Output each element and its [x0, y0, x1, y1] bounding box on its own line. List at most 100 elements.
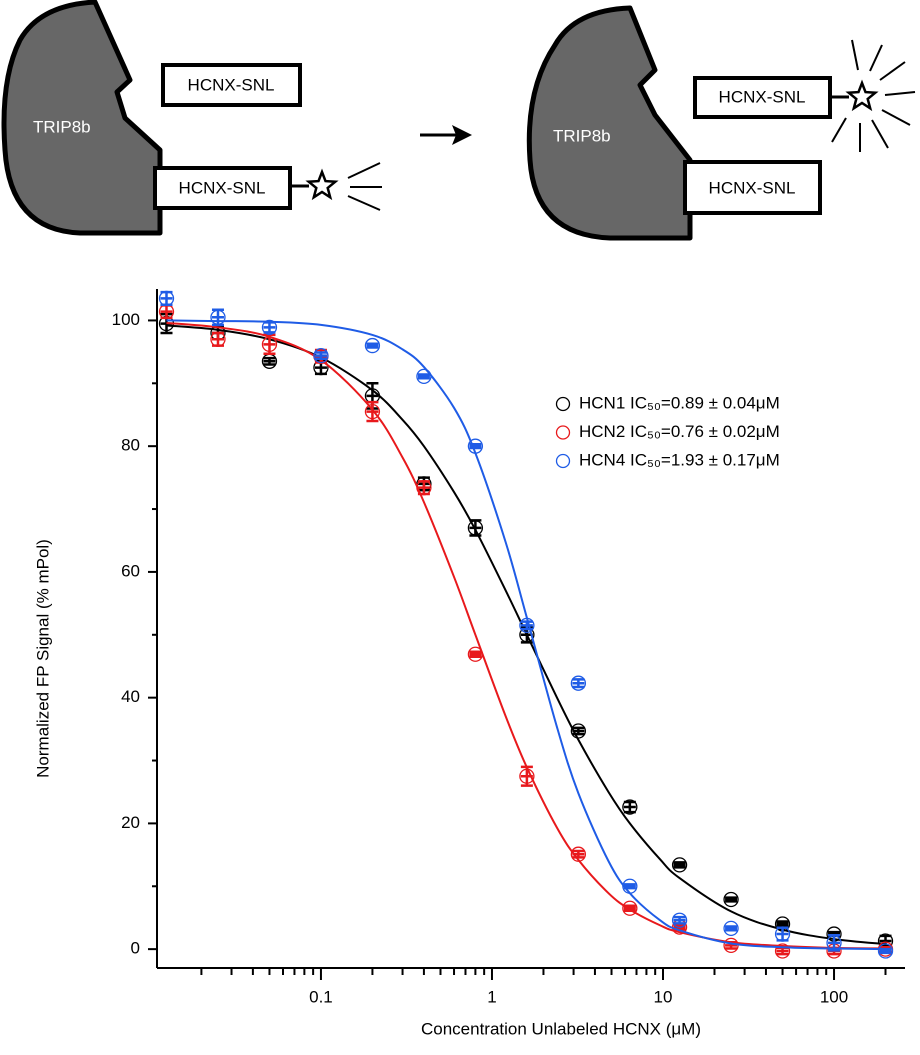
data-point	[261, 336, 278, 352]
error-bar	[263, 321, 276, 334]
legend-label: HCN2 IC₅₀=0.76 ± 0.02μM	[579, 422, 780, 441]
peptide-label: HCNX-SNL	[719, 87, 806, 106]
data-point	[467, 646, 484, 662]
error-bar	[366, 342, 379, 349]
x-tick-label: 10	[654, 987, 673, 1006]
error-bar	[263, 356, 276, 366]
emission-ray	[884, 91, 916, 96]
legend-label: HCN4 IC₅₀=1.93 ± 0.17μM	[579, 450, 780, 469]
protein-label: TRIP8b	[33, 117, 91, 136]
y-tick-label: 20	[121, 813, 140, 832]
y-tick-label: 60	[121, 561, 140, 580]
data-point	[622, 799, 638, 815]
data-point	[416, 368, 432, 385]
error-bar	[879, 947, 892, 955]
x-tick-label: 1	[487, 987, 496, 1006]
chart: 0 20 40 60 80 100 0.1 1 10 100 Concentration Unlab…	[33, 289, 905, 1038]
fluorophore-star	[305, 168, 339, 201]
data-point	[570, 846, 587, 862]
error-bar	[725, 940, 738, 950]
peptide-box	[693, 76, 832, 119]
data-point	[877, 943, 894, 959]
diagram-left: TRIP8b HCNX-SNL HCNX-SNL	[1, 0, 382, 236]
error-bar	[776, 920, 789, 928]
emission-ray	[871, 119, 889, 149]
data-point	[774, 943, 791, 959]
error-bar	[417, 480, 430, 496]
error-bar	[366, 382, 379, 410]
error-bar	[776, 926, 789, 942]
data-point	[826, 935, 842, 951]
error-bar	[469, 650, 482, 659]
emission-ray	[869, 44, 883, 72]
data-point	[723, 891, 739, 908]
legend-label: HCN1 IC₅₀=0.89 ± 0.04μM	[579, 393, 780, 412]
diagram-right: TRIP8b HCNX-SNL HCNX-SNL	[526, 5, 916, 241]
y-axis-label: Normalized FP Signal (% mPol)	[33, 539, 52, 778]
data-point	[416, 480, 432, 496]
peptide-label: HCNX-SNL	[179, 178, 266, 197]
emission-ray	[347, 162, 381, 179]
data-point	[313, 347, 329, 364]
error-bar	[623, 904, 636, 913]
error-bar	[314, 351, 327, 361]
emission-ray	[879, 61, 906, 81]
error-bar	[572, 849, 585, 859]
error-bar	[520, 765, 533, 787]
data-point	[467, 520, 484, 536]
data-point	[210, 309, 226, 325]
data-point	[723, 920, 739, 937]
y-tick-label: 0	[131, 939, 140, 958]
error-bar	[623, 883, 636, 890]
peptide-box	[153, 166, 292, 210]
x-axis-label: Concentration Unlabeled HCNX (μM)	[421, 1019, 701, 1038]
x-tick-label: 0.1	[309, 987, 333, 1006]
data-point	[364, 337, 381, 354]
emission-ray	[831, 117, 847, 143]
protein-shape	[1, 0, 163, 236]
data-point	[519, 617, 535, 634]
arrow	[420, 125, 472, 145]
peptide-box	[161, 63, 302, 107]
data-point	[570, 675, 587, 691]
emission-ray	[347, 195, 381, 211]
error-bar	[211, 331, 224, 347]
data-point	[158, 290, 175, 307]
protein-shape	[526, 5, 693, 241]
y-tick-label: 40	[121, 687, 140, 706]
data-point	[671, 857, 688, 873]
data-point	[570, 723, 587, 739]
emission-ray	[851, 39, 859, 71]
peptide-box	[683, 160, 822, 215]
protein-label: TRIP8b	[553, 126, 611, 145]
error-bar	[879, 934, 892, 948]
y-tick-label: 80	[121, 436, 140, 455]
error-bar	[366, 400, 379, 423]
error-bar	[572, 726, 585, 736]
data-point	[364, 403, 381, 420]
legend-marker	[555, 425, 571, 440]
data-point	[261, 319, 278, 336]
error-bar	[623, 800, 636, 814]
emission-ray	[881, 109, 911, 126]
data-point	[622, 900, 638, 916]
data-point	[671, 912, 688, 928]
error-bar	[828, 930, 841, 938]
error-bar	[572, 678, 585, 689]
legend-marker	[555, 453, 571, 469]
error-bar	[673, 915, 686, 925]
error-bar	[725, 896, 738, 903]
error-bar	[520, 620, 533, 631]
data-point	[210, 331, 226, 347]
error-bar	[673, 861, 686, 869]
error-bar	[469, 443, 482, 450]
error-bar	[776, 946, 789, 956]
data-point	[774, 926, 791, 942]
y-tick-label: 100	[112, 310, 140, 329]
error-bar	[725, 925, 738, 932]
data-point	[467, 438, 484, 454]
error-bar	[417, 373, 430, 380]
error-bar	[160, 304, 173, 320]
